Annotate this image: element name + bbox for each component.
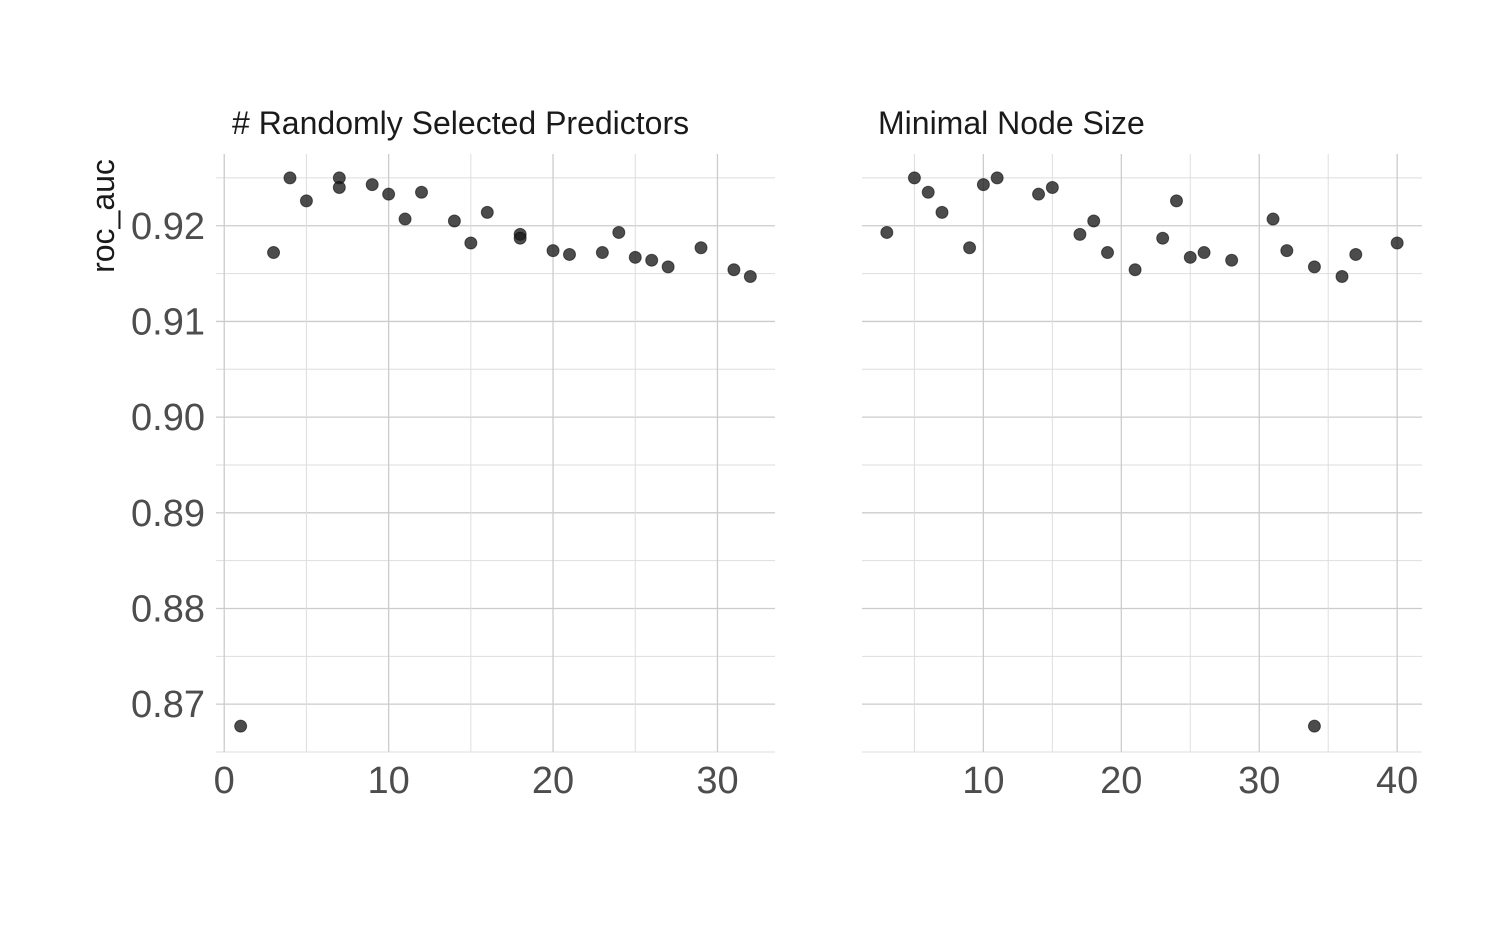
data-point bbox=[447, 214, 461, 228]
data-point bbox=[1073, 227, 1087, 241]
data-point bbox=[1225, 253, 1239, 267]
data-point bbox=[963, 241, 977, 255]
data-point bbox=[1128, 263, 1142, 277]
data-point bbox=[612, 225, 626, 239]
data-point bbox=[382, 187, 396, 201]
data-point bbox=[1197, 246, 1211, 260]
data-point bbox=[299, 194, 313, 208]
x-tick-label: 20 bbox=[1100, 760, 1142, 802]
data-point bbox=[921, 185, 935, 199]
data-point bbox=[661, 260, 675, 274]
data-point bbox=[645, 253, 659, 267]
y-tick-label: 0.91 bbox=[131, 301, 205, 343]
data-point bbox=[234, 719, 248, 733]
y-tick-label: 0.90 bbox=[131, 397, 205, 439]
data-point bbox=[1045, 180, 1059, 194]
data-point bbox=[398, 212, 412, 226]
data-point bbox=[880, 225, 894, 239]
data-point bbox=[1087, 214, 1101, 228]
data-point bbox=[365, 178, 379, 192]
data-point bbox=[480, 205, 494, 219]
data-point bbox=[464, 236, 478, 250]
data-point bbox=[513, 231, 527, 245]
data-point bbox=[267, 246, 281, 260]
x-tick-label: 30 bbox=[1238, 760, 1280, 802]
y-tick-label: 0.87 bbox=[131, 684, 205, 726]
data-point bbox=[332, 180, 346, 194]
data-point bbox=[562, 247, 576, 261]
y-tick-label: 0.92 bbox=[131, 206, 205, 248]
x-tick-label: 0 bbox=[214, 760, 235, 802]
data-point bbox=[415, 185, 429, 199]
data-point bbox=[1349, 247, 1363, 261]
data-point bbox=[1169, 194, 1183, 208]
data-point bbox=[990, 171, 1004, 185]
data-point bbox=[1266, 212, 1280, 226]
data-points bbox=[234, 171, 1404, 733]
gridlines bbox=[216, 154, 1422, 753]
tick-labels: 0 10 20 30 10 20 30 40 0.87 0.88 0.89 0.90 0.91 0.92 bbox=[131, 206, 1418, 802]
data-point bbox=[1101, 246, 1115, 260]
data-point bbox=[935, 205, 949, 219]
data-point bbox=[1183, 250, 1197, 264]
data-point bbox=[283, 171, 297, 185]
data-point bbox=[1335, 269, 1349, 283]
data-point bbox=[1156, 231, 1170, 245]
facet-title-predictors: # Randomly Selected Predictors bbox=[232, 105, 689, 141]
data-point bbox=[907, 171, 921, 185]
data-point bbox=[1032, 187, 1046, 201]
data-point bbox=[694, 241, 708, 255]
data-point bbox=[1307, 719, 1321, 733]
y-tick-label: 0.89 bbox=[131, 493, 205, 535]
x-tick-label: 40 bbox=[1376, 760, 1418, 802]
data-point bbox=[1390, 236, 1404, 250]
data-point bbox=[976, 178, 990, 192]
data-point bbox=[1280, 244, 1294, 258]
x-tick-label: 20 bbox=[532, 760, 574, 802]
data-point bbox=[1307, 260, 1321, 274]
x-tick-label: 10 bbox=[367, 760, 409, 802]
data-point bbox=[595, 246, 609, 260]
data-point bbox=[546, 244, 560, 258]
y-tick-label: 0.88 bbox=[131, 588, 205, 630]
x-tick-label: 30 bbox=[696, 760, 738, 802]
data-point bbox=[727, 263, 741, 277]
facet-title-node-size: Minimal Node Size bbox=[878, 105, 1145, 141]
data-point bbox=[628, 250, 642, 264]
y-axis-label: roc_auc bbox=[85, 159, 121, 273]
data-point bbox=[743, 269, 757, 283]
x-tick-label: 10 bbox=[962, 760, 1004, 802]
